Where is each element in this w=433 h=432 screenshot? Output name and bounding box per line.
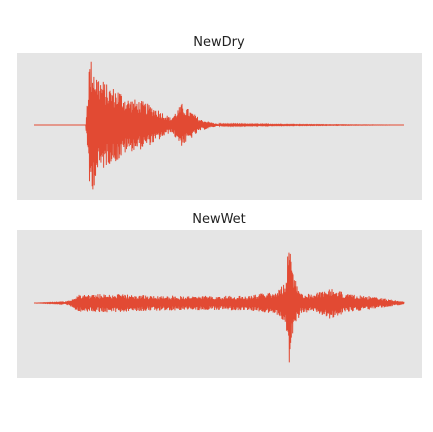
plot-title-newwet: NewWet: [192, 212, 246, 227]
waveform-newdry: [34, 61, 404, 190]
plot-title-newdry: NewDry: [193, 35, 245, 50]
plot-newwet: NewWet: [17, 212, 422, 378]
plot-newdry: NewDry: [17, 35, 422, 200]
waveform-newwet: [33, 252, 405, 363]
